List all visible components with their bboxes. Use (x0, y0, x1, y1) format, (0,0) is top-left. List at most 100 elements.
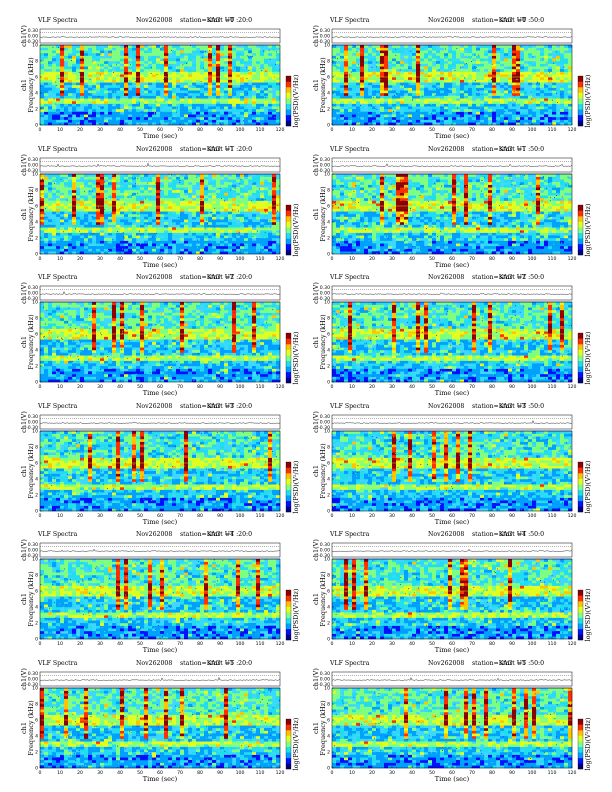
amplitude-frame (39, 285, 281, 301)
x-tick-label: 30 (389, 513, 395, 519)
spectrogram-image (40, 302, 281, 383)
panel-program-label: VLF Spectra (330, 145, 369, 154)
colorbar-label: log(PSD)(V²/Hz) (292, 717, 300, 770)
spectrogram-panel: VLF Spectra Nov262008 station=KAG start UT =… (0, 141, 300, 269)
x-tick-label: 10 (349, 513, 355, 519)
x-tick-label: 40 (409, 256, 415, 262)
x-tick-label: 70 (177, 641, 183, 647)
amplitude-tick-label: 0.30 (320, 414, 330, 420)
amplitude-trace (331, 548, 573, 552)
amplitude-tick-label: 0.00 (320, 548, 330, 554)
x-tick-label: 40 (409, 641, 415, 647)
x-tick-label: 10 (57, 641, 63, 647)
x-tick-label: 50 (429, 384, 435, 390)
x-tick-label: 0 (331, 127, 334, 133)
x-tick-label: 20 (369, 641, 375, 647)
y-axis-channel-label: ch1 (312, 722, 320, 734)
x-tick-label: 60 (157, 256, 163, 262)
x-tick-label: 80 (489, 641, 495, 647)
spectrogram-panel: VLF Spectra Nov262008 station=KAG start UT =… (0, 269, 300, 397)
y-tick-label: 10 (324, 43, 330, 49)
x-tick-label: 70 (469, 127, 475, 133)
amplitude-tick-label: 0.00 (28, 419, 38, 425)
panel-date: Nov262008 (428, 530, 464, 539)
colorbar (285, 332, 292, 384)
colorbar (577, 718, 584, 769)
y-tick-label: 0 (327, 765, 330, 771)
panel-date: Nov262008 (428, 145, 464, 154)
x-tick-label: 0 (39, 641, 42, 647)
panel-start-ut: =1 :20:0 (225, 145, 252, 154)
y-tick-label: 4 (35, 219, 38, 225)
amplitude-trace (39, 162, 281, 167)
panel-start-ut: =1 :50:0 (517, 145, 544, 154)
panel-start-ut: =0 :20:0 (225, 16, 252, 25)
x-tick-label: 110 (256, 770, 265, 776)
amplitude-tick-label: -0.30 (318, 168, 330, 174)
panel-start-label: start UT (208, 659, 234, 668)
y-tick-label: 6 (327, 589, 330, 595)
amplitude-axis-label: ch1(V) (20, 410, 28, 432)
y-tick-label: 6 (35, 203, 38, 209)
amplitude-axis-label: ch1(V) (20, 539, 28, 561)
y-tick-label: 6 (35, 589, 38, 595)
x-tick-label: 60 (449, 384, 455, 390)
y-tick-label: 0 (327, 251, 330, 257)
y-tick-label: 2 (327, 235, 330, 241)
panel-start-ut: =2 :20:0 (225, 273, 252, 282)
amplitude-tick-label: 0.30 (28, 671, 38, 677)
panel-station: station=KAG (180, 402, 221, 411)
x-tick-label: 30 (97, 641, 103, 647)
x-tick-label: 120 (568, 127, 577, 133)
amplitude-tick-label: 0.30 (320, 28, 330, 34)
x-tick-label: 50 (137, 256, 143, 262)
x-tick-label: 90 (217, 127, 223, 133)
amplitude-trace (331, 162, 572, 167)
x-tick-label: 20 (369, 513, 375, 519)
x-tick-label: 40 (117, 384, 123, 390)
x-axis-label: Time (sec) (435, 775, 470, 783)
x-tick-label: 50 (429, 256, 435, 262)
panel-date: Nov262008 (136, 16, 172, 25)
x-tick-label: 70 (177, 256, 183, 262)
y-tick-label: 10 (32, 300, 38, 306)
x-tick-label: 110 (548, 641, 557, 647)
panel-start-label: start UT (208, 16, 234, 25)
y-tick-label: 4 (35, 476, 38, 482)
spectrogram-panel: VLF Spectra Nov262008 station=KAG start UT =… (292, 526, 592, 654)
colorbar-tick-label: - (584, 511, 586, 516)
y-axis-label: Frequency (kHz) (319, 185, 327, 241)
panel-station: station=KAG (472, 659, 513, 668)
x-tick-label: 10 (57, 256, 63, 262)
amplitude-tick-label: 0.00 (28, 34, 38, 40)
amplitude-tick-label: 0.30 (320, 671, 330, 677)
panel-start-label: start UT (500, 659, 526, 668)
colorbar-tick-label: - (584, 125, 586, 130)
x-tick-label: 70 (469, 256, 475, 262)
x-tick-label: 70 (177, 513, 183, 519)
y-tick-label: 4 (35, 605, 38, 611)
x-tick-label: 60 (157, 641, 163, 647)
x-axis-label: Time (sec) (435, 646, 470, 654)
x-tick-label: 30 (389, 384, 395, 390)
amplitude-axis-label: ch1(V) (312, 282, 320, 304)
amplitude-tick-label: -0.30 (26, 682, 38, 688)
amplitude-tick-label: 0.00 (320, 162, 330, 168)
amplitude-trace (39, 676, 280, 681)
x-tick-label: 110 (548, 384, 557, 390)
amplitude-tick-label: -0.30 (26, 553, 38, 559)
x-tick-label: 0 (331, 641, 334, 647)
y-tick-label: 4 (35, 91, 38, 97)
y-axis-label: Frequency (kHz) (319, 314, 327, 370)
x-tick-label: 60 (157, 127, 163, 133)
y-tick-label: 8 (327, 701, 330, 707)
y-axis-label: Frequency (kHz) (27, 442, 35, 498)
panel-date: Nov262008 (428, 659, 464, 668)
x-tick-label: 50 (429, 770, 435, 776)
spectrogram-panel: VLF Spectra Nov262008 station=KAG start UT =… (292, 655, 592, 783)
x-tick-label: 90 (509, 513, 515, 519)
